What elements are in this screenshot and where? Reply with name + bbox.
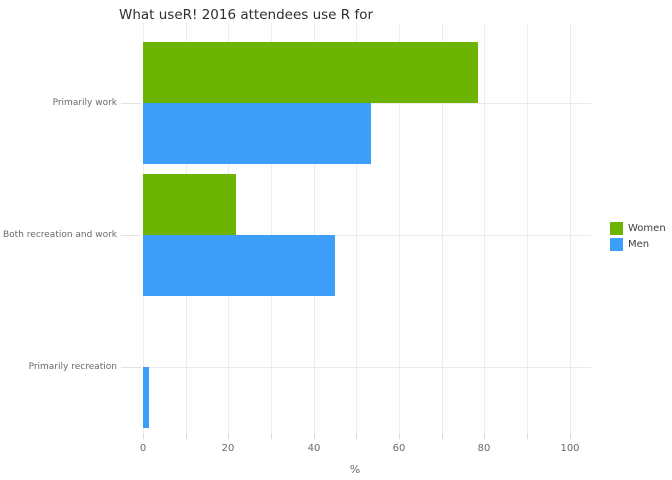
x-tick-mark [570, 433, 571, 439]
y-category-label: Primarily work [52, 98, 117, 108]
legend-item-men[interactable]: Men [610, 236, 666, 252]
y-tick-mark [121, 367, 141, 368]
x-tick-mark [399, 433, 400, 439]
chart-title: What useR! 2016 attendees use R for [118, 7, 374, 23]
y-category-label: Both recreation and work [3, 230, 117, 240]
legend-label: Women [628, 222, 666, 234]
bar-women-0 [143, 42, 478, 103]
x-tick-mark [143, 433, 144, 439]
y-category-label: Primarily recreation [28, 362, 117, 372]
bar-men-1 [143, 235, 335, 296]
x-gridline [442, 23, 443, 433]
x-tick-label: 80 [477, 443, 491, 454]
x-gridline [271, 23, 272, 433]
x-tick-mark [186, 433, 187, 439]
x-gridline [314, 23, 315, 433]
x-gridline [356, 23, 357, 433]
y-gridline [143, 367, 591, 368]
bar-women-1 [143, 174, 236, 235]
legend-item-women[interactable]: Women [610, 220, 666, 236]
x-gridline [570, 23, 571, 433]
y-tick-mark [121, 235, 141, 236]
x-tick-mark [356, 433, 357, 439]
legend: Women Men [610, 220, 666, 252]
y-tick-mark [121, 103, 141, 104]
x-tick-label: 60 [392, 443, 406, 454]
x-tick-mark [527, 433, 528, 439]
x-axis-title: % [349, 463, 361, 476]
x-gridline [484, 23, 485, 433]
bar-men-2 [143, 367, 149, 428]
x-tick-label: 0 [139, 443, 147, 454]
x-gridline [399, 23, 400, 433]
x-tick-label: 40 [307, 443, 321, 454]
x-tick-label: 100 [560, 443, 580, 454]
x-tick-mark [484, 433, 485, 439]
x-tick-mark [271, 433, 272, 439]
legend-swatch-women [610, 221, 623, 235]
x-tick-mark [314, 433, 315, 439]
x-gridline [527, 23, 528, 433]
x-tick-mark [228, 433, 229, 439]
bar-men-0 [143, 103, 371, 164]
y-gridline [143, 235, 591, 236]
plot-area [143, 23, 591, 433]
legend-label: Men [628, 238, 650, 250]
x-tick-mark [442, 433, 443, 439]
legend-swatch-men [610, 237, 623, 251]
x-tick-label: 20 [221, 443, 235, 454]
